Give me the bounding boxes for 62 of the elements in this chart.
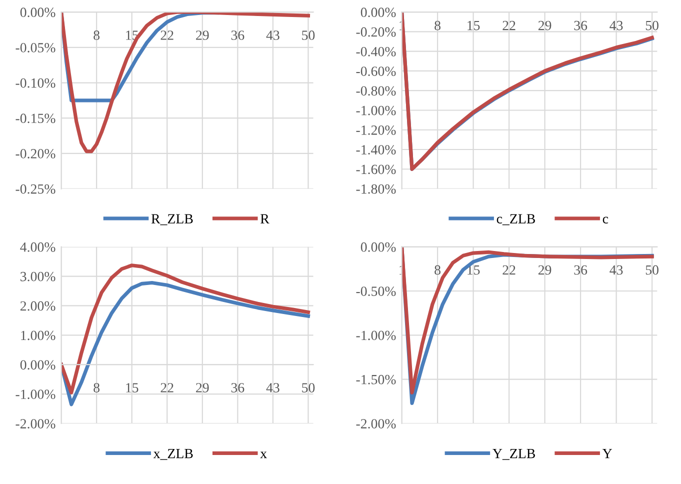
y-tick-label: -2.00% (356, 419, 396, 429)
x-tick-label: 22 (160, 30, 174, 40)
y-tick-label: 0.00% (360, 242, 396, 252)
y-tick-label: -1.00% (356, 106, 396, 116)
y-tick-label: -2.00% (16, 419, 56, 429)
y-tick-label: 4.00% (20, 242, 56, 252)
legend-label: c_ZLB (496, 214, 535, 226)
x-tick-label: 8 (94, 383, 100, 392)
legend-label: Y_ZLB (492, 448, 535, 460)
y-tick-label: -0.15% (16, 114, 56, 124)
legend-label: x_ZLB (153, 448, 193, 460)
y-tick-label: -0.10% (16, 78, 56, 88)
x-tick-label: 29 (196, 383, 209, 392)
y-tick-label: -1.00% (356, 330, 396, 340)
legend-label: c (602, 216, 608, 224)
x-tick-label: 50 (302, 30, 315, 40)
x-tick-label: 22 (502, 20, 516, 30)
y-tick-label: -0.40% (356, 46, 396, 56)
y-tick-label: -1.50% (356, 374, 396, 384)
x-tick-label: 15 (126, 383, 138, 392)
y-tick-label: 2.00% (20, 301, 56, 311)
x-tick-label: 36 (231, 30, 244, 40)
y-tick-label: -1.00% (16, 390, 56, 400)
y-tick-label: 1.00% (21, 330, 56, 340)
y-tick-label: -1.60% (356, 164, 396, 174)
x-tick-label: 50 (646, 20, 658, 30)
y-tick-label: -0.25% (16, 184, 56, 194)
y-tick-label: -0.20% (16, 149, 56, 158)
x-tick-label: 36 (574, 20, 588, 30)
y-tick-label: -0.60% (356, 66, 396, 76)
y-tick-label: 0.00% (360, 8, 396, 18)
y-tick-label: -1.20% (356, 125, 396, 135)
x-tick-label: 43 (610, 265, 623, 275)
x-tick-label: 29 (538, 20, 552, 30)
y-tick-label: 0.00% (20, 360, 56, 370)
y-tick-label: 3.00% (20, 272, 56, 282)
x-tick-label: 15 (468, 20, 480, 30)
y-tick-label: -0.50% (356, 286, 396, 296)
x-tick-label: 36 (231, 383, 244, 392)
x-tick-label: 43 (610, 20, 623, 30)
x-tick-label: 22 (160, 383, 174, 392)
y-tick-label: -0.05% (16, 43, 56, 52)
x-tick-label: 8 (94, 30, 100, 40)
x-tick-label: 36 (574, 265, 588, 275)
legend-label: R (260, 214, 270, 224)
x-tick-label: 29 (196, 30, 209, 40)
legend-label: R_ZLB (151, 214, 193, 226)
legend-label: x (260, 452, 267, 458)
y-tick-label: -0.20% (356, 27, 396, 37)
y-tick-label: -1.80% (356, 184, 396, 194)
y-tick-label: -0.80% (356, 86, 396, 96)
x-tick-label: 8 (434, 20, 440, 30)
x-tick-label: 50 (302, 383, 315, 392)
x-tick-label: 43 (266, 30, 280, 40)
x-tick-label: 8 (434, 265, 440, 275)
y-tick-label: 0.00% (20, 8, 56, 18)
x-tick-label: 22 (502, 265, 516, 275)
x-tick-label: 29 (538, 265, 552, 275)
legend-label: Y (602, 448, 612, 458)
x-tick-label: 50 (646, 265, 658, 275)
x-tick-label: 43 (266, 383, 280, 392)
y-tick-label: -1.40% (356, 145, 396, 155)
